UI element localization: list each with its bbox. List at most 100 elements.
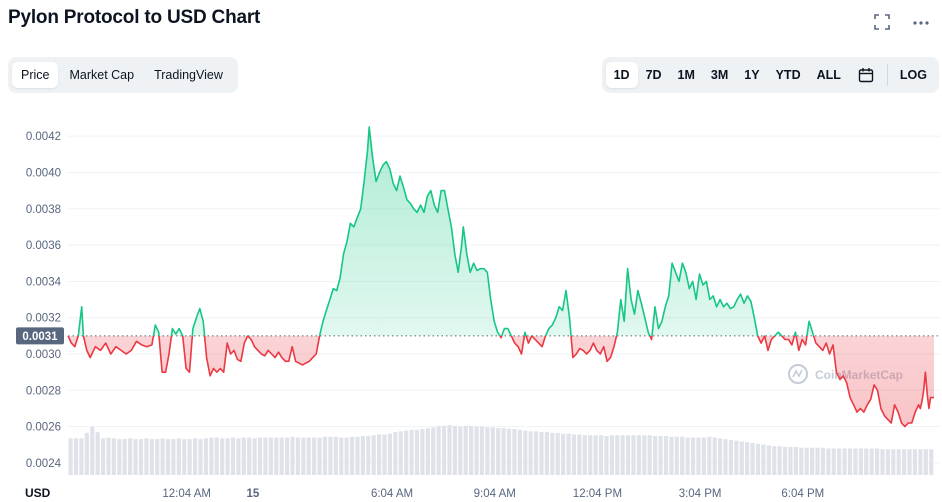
volume-bar [918, 449, 923, 475]
volume-bar [907, 449, 912, 475]
volume-bar [696, 437, 701, 475]
volume-bar [663, 436, 669, 475]
volume-bar [306, 437, 311, 475]
volume-bar [734, 440, 739, 475]
fullscreen-icon[interactable] [874, 14, 890, 36]
volume-bar [360, 436, 365, 475]
volume-bar [891, 449, 896, 475]
volume-bar [533, 431, 539, 475]
y-tick-label: 0.0030 [26, 349, 61, 361]
chart-type-tabs: Price Market Cap TradingView [8, 57, 238, 93]
tab-market-cap[interactable]: Market Cap [69, 68, 135, 82]
y-tick-label: 0.0024 [26, 458, 62, 470]
volume-bar [73, 438, 79, 475]
volume-bar [739, 441, 744, 475]
y-tick-label: 0.0042 [26, 131, 61, 143]
volume-bar [896, 449, 901, 475]
current-price-marker: 0.0031 [16, 327, 64, 345]
area-below-baseline [68, 335, 934, 427]
range-7d[interactable]: 7D [645, 68, 662, 82]
volume-bar [409, 429, 414, 475]
volume-bar [582, 435, 587, 475]
volume-bar [842, 448, 847, 475]
volume-bar [929, 449, 934, 475]
volume-bar [690, 437, 696, 475]
volume-bar [220, 438, 225, 475]
volume-bar [274, 437, 279, 475]
volume-bar [496, 428, 501, 475]
currency-label: USD [25, 486, 51, 500]
volume-bar [555, 432, 560, 475]
volume-bar [523, 430, 528, 475]
volume-bar [685, 437, 690, 475]
volume-bar [782, 446, 788, 475]
volume-bar [788, 446, 793, 475]
volume-bar [100, 438, 106, 475]
tab-price[interactable]: Price [12, 62, 59, 88]
volume-bar [149, 439, 154, 475]
grid-lines [68, 135, 940, 464]
volume-bar [674, 436, 679, 475]
volume-bar [355, 436, 360, 475]
volume-bar [902, 449, 907, 475]
volume-bar [593, 435, 598, 475]
tab-tradingview[interactable]: TradingView [154, 68, 223, 82]
range-1m[interactable]: 1M [677, 68, 695, 82]
volume-bar [263, 437, 268, 475]
volume-bar [133, 439, 138, 475]
volume-bar [831, 448, 836, 475]
volume-bar [344, 437, 349, 475]
volume-bar [106, 437, 111, 475]
y-tick-label: 0.0036 [26, 240, 61, 252]
range-ytd[interactable]: YTD [775, 68, 801, 82]
volume-bar [203, 438, 209, 475]
volume-bar [371, 435, 376, 475]
volume-bar [122, 439, 127, 475]
volume-bar [490, 427, 495, 475]
more-icon[interactable] [912, 14, 930, 36]
range-3m[interactable]: 3M [710, 68, 729, 82]
volume-bar [512, 428, 517, 475]
volume-bar [820, 447, 826, 475]
range-all[interactable]: ALL [816, 68, 841, 82]
volume-bar [393, 432, 398, 475]
volume-bar [182, 439, 187, 475]
volume-bar [209, 437, 214, 475]
calendar-button[interactable] [849, 61, 883, 89]
volume-bars [68, 425, 934, 475]
volume-bar [588, 435, 593, 475]
volume-bar [95, 432, 100, 475]
volume-bar [858, 448, 863, 475]
volume-bar [463, 425, 468, 475]
volume-bar [647, 435, 652, 475]
volume-bar [322, 436, 328, 475]
volume-bar [214, 437, 219, 475]
more-icon-svg [913, 21, 929, 25]
price-line-down [67, 335, 934, 428]
volume-bar [912, 449, 918, 475]
volume-bar [312, 437, 317, 475]
volume-bar [550, 432, 555, 475]
price-area [68, 127, 934, 427]
range-1y[interactable]: 1Y [744, 68, 760, 82]
volume-bar [810, 447, 815, 475]
volume-bar [620, 435, 625, 475]
volume-bar [192, 438, 198, 475]
volume-bar [425, 428, 430, 475]
range-1d[interactable]: 1D [605, 62, 638, 88]
volume-bar [79, 438, 84, 475]
volume-bar [598, 435, 604, 475]
current-price-label: 0.0031 [22, 331, 58, 343]
log-toggle[interactable]: LOG [899, 68, 927, 82]
volume-bar [864, 448, 869, 475]
volume-bar [257, 437, 263, 475]
volume-bar [723, 439, 728, 475]
volume-bar [128, 438, 133, 475]
top-actions [874, 14, 930, 36]
volume-bar [90, 426, 95, 475]
volume-bar [436, 425, 441, 475]
volume-bar [301, 437, 306, 475]
volume-bar [766, 445, 771, 475]
volume-bar [615, 435, 620, 475]
